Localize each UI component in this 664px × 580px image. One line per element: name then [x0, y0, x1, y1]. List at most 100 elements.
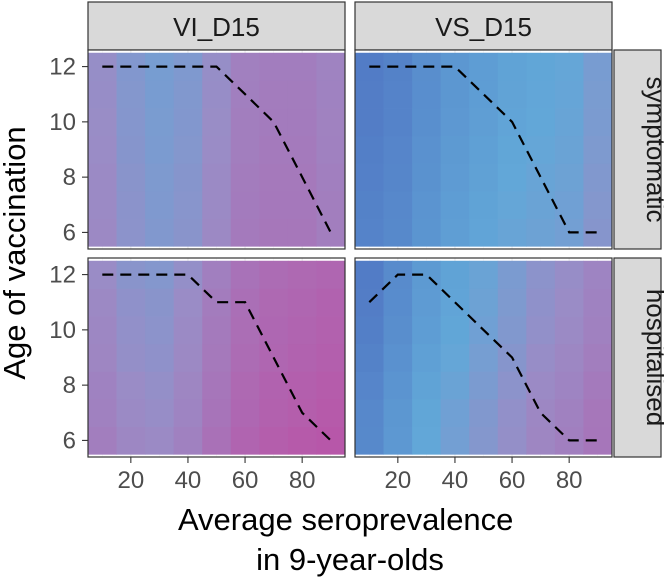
heatmap-tile [88, 108, 117, 137]
heatmap-tile [202, 163, 232, 192]
heatmap-tile [316, 260, 346, 289]
heatmap-tile [145, 190, 175, 219]
heatmap-tile [383, 398, 413, 427]
heatmap-tile [583, 260, 613, 289]
heatmap-tile [230, 260, 260, 289]
heatmap-tile [259, 52, 289, 81]
heatmap-tile [230, 371, 260, 400]
heatmap-tile [355, 260, 384, 289]
heatmap-tile [526, 316, 556, 345]
heatmap-tile [412, 398, 442, 427]
x-tick-label: 20 [117, 467, 144, 494]
y-axis-title: Age of vaccination [0, 126, 32, 379]
heatmap-tile [145, 426, 175, 455]
heatmap-tile [583, 190, 613, 219]
heatmap-tile [440, 218, 470, 247]
heatmap-tile [202, 135, 232, 164]
panel-border [354, 49, 613, 250]
heatmap-tile [526, 163, 556, 192]
heatmap-tile [202, 398, 232, 427]
heatmap-tile [497, 218, 527, 247]
heatmap-tile [230, 52, 260, 81]
heatmap-tile [526, 260, 556, 289]
heatmap-tile [554, 260, 584, 289]
heatmap-tile [88, 163, 117, 192]
heatmap-tile [383, 218, 413, 247]
heatmap-tile [173, 163, 203, 192]
y-tick-label: 12 [49, 262, 76, 289]
heatmap-tile [259, 398, 289, 427]
heatmap-tile [173, 316, 203, 345]
heatmap-tile [583, 288, 613, 317]
heatmap-tile [202, 108, 232, 137]
x-tick-label: 20 [384, 467, 411, 494]
heatmap-tile [116, 316, 146, 345]
heatmap-tile [383, 316, 413, 345]
heatmap-tile [88, 135, 117, 164]
y-tick-label: 10 [49, 317, 76, 344]
heatmap-tile [116, 135, 146, 164]
panel-vi-d15-hospitalised [87, 257, 346, 458]
heatmap-tile [469, 135, 499, 164]
heatmap-tile [526, 371, 556, 400]
x-tick-label: 80 [556, 467, 583, 494]
heatmap-tile [88, 343, 117, 372]
heatmap-tile [583, 398, 613, 427]
heatmap-tile [554, 190, 584, 219]
heatmap-tile [88, 288, 117, 317]
heatmap-tile [412, 218, 442, 247]
heatmap-tile [383, 343, 413, 372]
strip-row-2 [613, 257, 662, 458]
y-tick-label: 10 [49, 109, 76, 136]
heatmap-tile [145, 343, 175, 372]
heatmap-tile [145, 371, 175, 400]
strip-label-symptomatic: symptomatic [641, 77, 664, 223]
strip-label-vi-d15: VI_D15 [173, 12, 260, 42]
heatmap-tile [526, 398, 556, 427]
heatmap-tile [497, 80, 527, 109]
heatmap-tile [526, 218, 556, 247]
heatmap-tile [554, 398, 584, 427]
heatmap-tile [583, 343, 613, 372]
heatmap-tile [316, 80, 346, 109]
heatmap-tile [230, 190, 260, 219]
heatmap-tile [316, 398, 346, 427]
heatmap-tile [554, 371, 584, 400]
heatmap-tile [440, 260, 470, 289]
heatmap-tile [316, 316, 346, 345]
heatmap-tile [412, 135, 442, 164]
heatmap-tile [440, 343, 470, 372]
heatmap-tile [173, 190, 203, 219]
heatmap-tile [88, 426, 117, 455]
heatmap-tile [412, 371, 442, 400]
heatmap-tile [202, 371, 232, 400]
heatmap-tile [526, 80, 556, 109]
heatmap-tile [259, 163, 289, 192]
heatmap-tile [383, 190, 413, 219]
heatmap-tile [230, 163, 260, 192]
heatmap-tile [583, 163, 613, 192]
heatmap-tile [469, 260, 499, 289]
heatmap-tile [88, 80, 117, 109]
heatmap-tile [383, 80, 413, 109]
heatmap-tile [287, 260, 317, 289]
heatmap-tile [316, 163, 346, 192]
heatmap-tile [287, 108, 317, 137]
heatmap-tile [355, 316, 384, 345]
heatmap-tile [145, 80, 175, 109]
heatmap-tile [383, 135, 413, 164]
heatmap-tile [412, 316, 442, 345]
heatmap-tile [440, 108, 470, 137]
heatmap-tile [583, 80, 613, 109]
heatmap-tile [412, 288, 442, 317]
heatmap-tile [259, 316, 289, 345]
panel-vi-d15-symptomatic [87, 49, 346, 250]
heatmap-tile [526, 288, 556, 317]
heatmap-tile [230, 343, 260, 372]
heatmap-tile [355, 343, 384, 372]
heatmap-tile [355, 190, 384, 219]
heatmap-tile [412, 80, 442, 109]
heatmap-tile [116, 190, 146, 219]
heatmap-tile [316, 108, 346, 137]
